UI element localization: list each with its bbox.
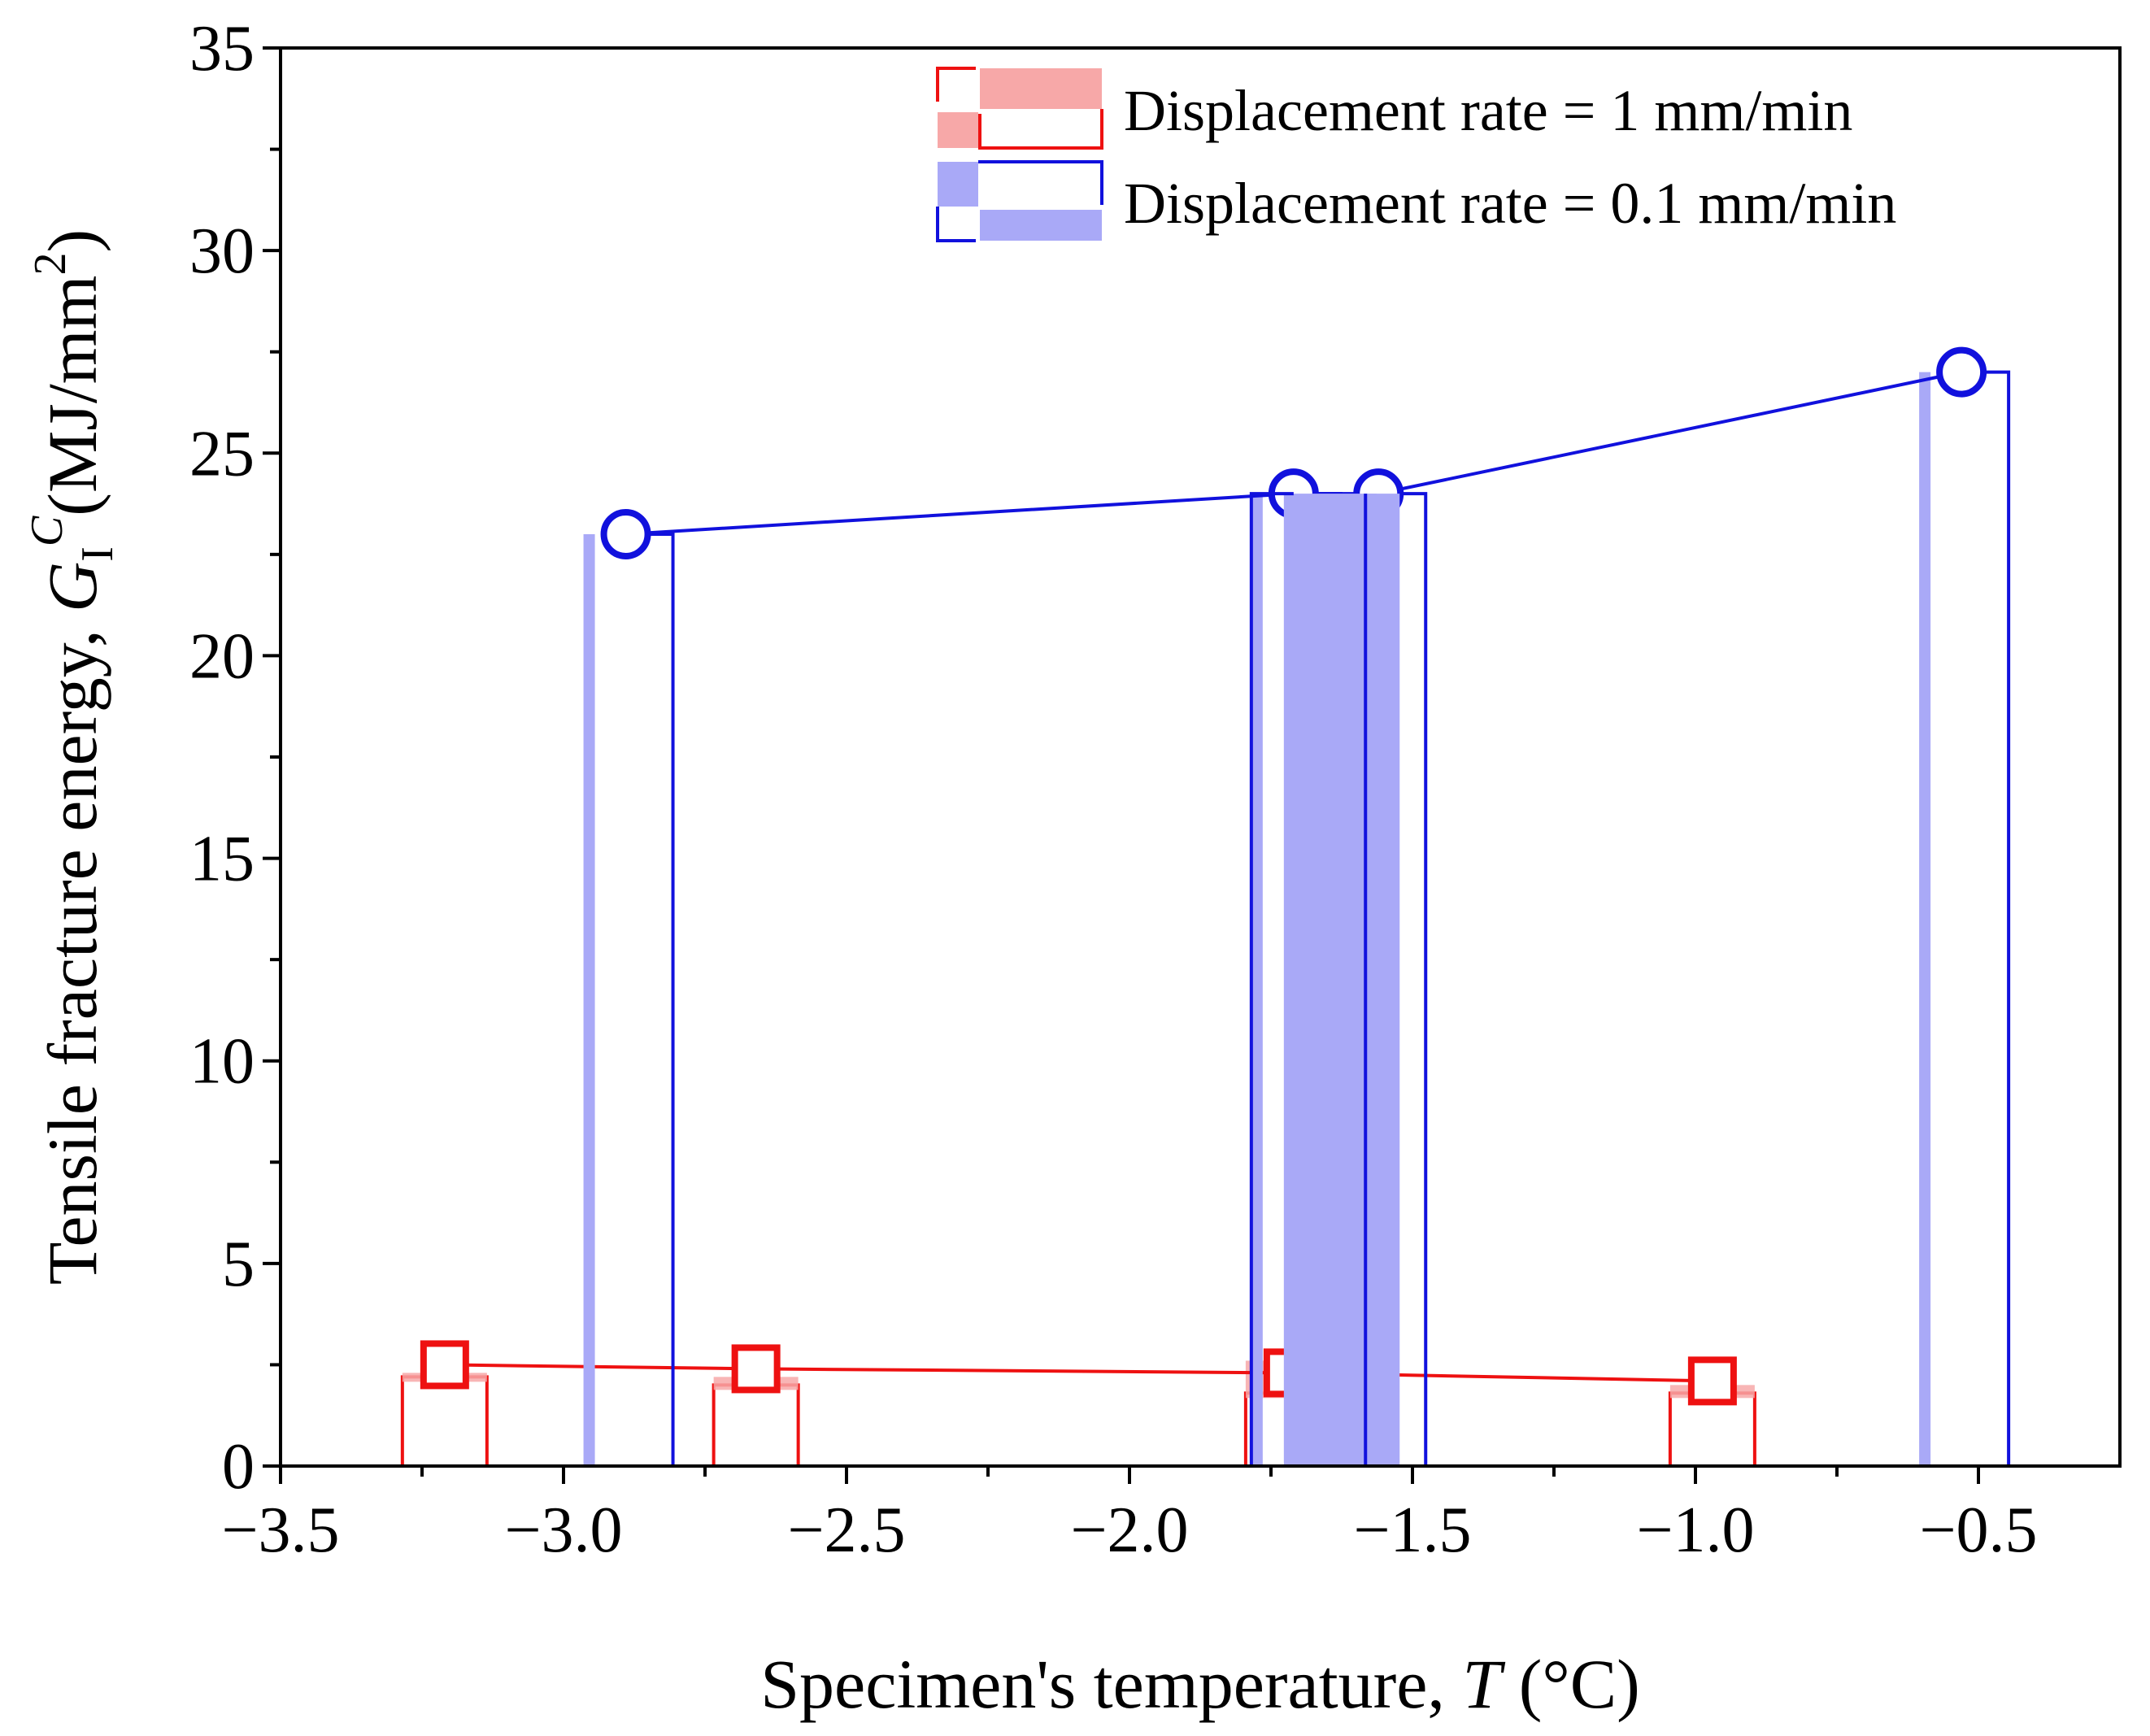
legend-item-1: Displacement rate = 1 mm/min xyxy=(936,67,1852,150)
legend-swatch-outline-1 xyxy=(936,67,1103,150)
legend-swatch-fill-2 xyxy=(938,162,978,207)
y-tick-label: 0 xyxy=(222,1431,255,1503)
data-point xyxy=(1687,1356,1737,1406)
data-point xyxy=(731,1344,781,1394)
y-tick-label: 25 xyxy=(189,418,255,489)
legend-swatch-fill-1b xyxy=(938,112,978,148)
bar-outline xyxy=(400,1375,489,1468)
bar-fill-cluster xyxy=(1367,494,1400,1466)
bar-outline xyxy=(625,532,675,1466)
legend-swatch-outline-2 xyxy=(936,160,1103,242)
y-axis-label: Tensile fracture energy, GIC(MJ/mm2) xyxy=(22,229,123,1285)
data-point xyxy=(420,1340,469,1390)
y-tick-label: 5 xyxy=(222,1229,255,1300)
series-1 xyxy=(400,1340,1756,1468)
x-axis-label: Specimen's temperature, T (°C) xyxy=(760,1645,1640,1723)
y-tick-label: 35 xyxy=(189,13,255,85)
legend-label-1: Displacement rate = 1 mm/min xyxy=(1124,78,1852,143)
x-tick-label: −1.0 xyxy=(1636,1495,1754,1566)
data-point xyxy=(600,508,651,559)
x-tick-label: −1.5 xyxy=(1353,1495,1471,1566)
legend-swatch-fill-2b xyxy=(980,210,1102,241)
x-tick-label: −3.0 xyxy=(504,1495,622,1566)
x-tick-label: −0.5 xyxy=(1919,1495,2037,1566)
x-tick-label: −2.5 xyxy=(787,1495,905,1566)
bar-fill xyxy=(583,533,595,1466)
plot-frame xyxy=(279,46,2122,1468)
y-tick-label: 15 xyxy=(189,824,255,895)
series-line xyxy=(444,1363,1713,1383)
x-tick-label: −2.0 xyxy=(1070,1495,1188,1566)
y-tick-label: 30 xyxy=(189,215,255,287)
ticks-layer: −3.5 −3.0 −2.5 −2.0 −1.5 −1.0 −0.5 0 5 10 15 20 25 30… xyxy=(189,13,2038,1566)
x-tick-label: −3.5 xyxy=(221,1495,339,1566)
series-layer xyxy=(400,346,2011,1468)
legend: Displacement rate = 1 mm/min Displacemen… xyxy=(936,67,1896,242)
legend-label-2: Displacement rate = 0.1 mm/min xyxy=(1124,171,1896,236)
bar-outline xyxy=(1961,370,2011,1466)
bar-outline xyxy=(712,1383,800,1468)
y-tick-label: 10 xyxy=(189,1026,255,1098)
data-point xyxy=(1936,346,1987,398)
bar-fill-cluster xyxy=(1283,494,1377,1466)
bar-fill xyxy=(1251,494,1263,1466)
bar-fill xyxy=(1919,372,1931,1467)
bar-outline-cluster xyxy=(1249,492,1294,1466)
legend-item-2: Displacement rate = 0.1 mm/min xyxy=(936,160,1896,242)
legend-swatch-fill-1 xyxy=(980,68,1102,109)
y-tick-label: 20 xyxy=(189,620,255,692)
